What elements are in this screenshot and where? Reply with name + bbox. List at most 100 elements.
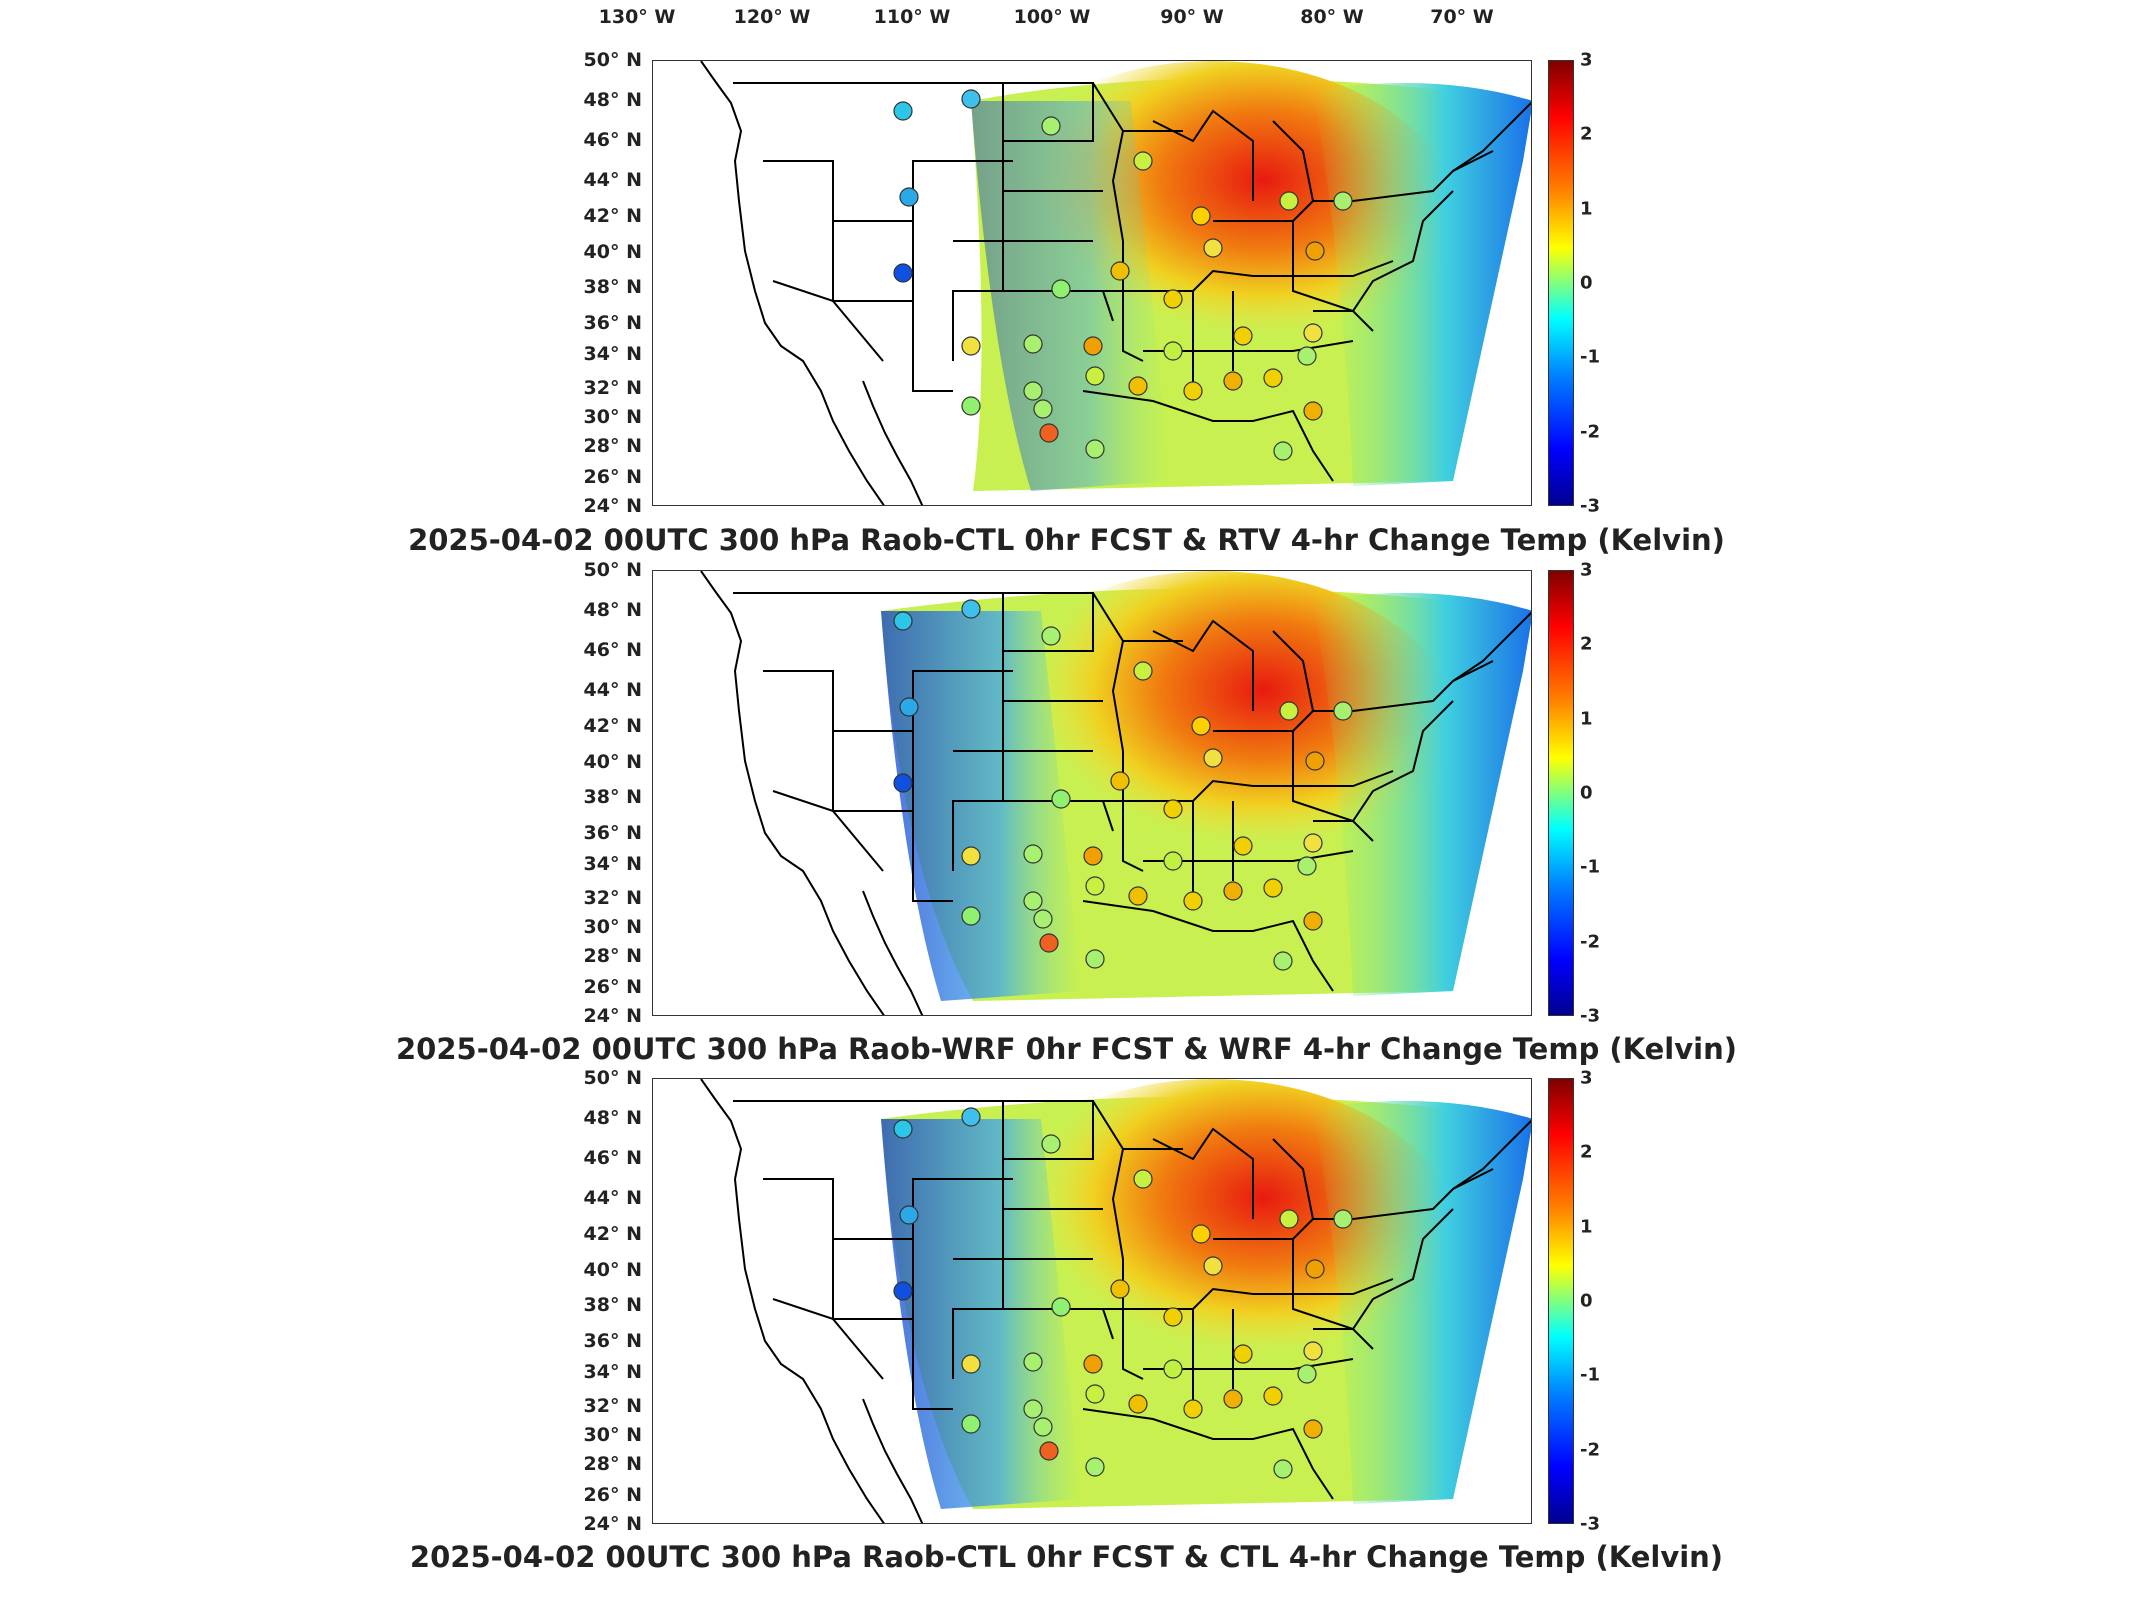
boundary-line: [1103, 779, 1254, 802]
latitude-label: 40° N: [583, 750, 642, 773]
boundary-line: [1003, 592, 1094, 652]
boundary-line: [1313, 1208, 1454, 1330]
raob-station-marker: [1297, 1364, 1317, 1384]
raob-station-marker: [899, 187, 919, 207]
raob-station-marker: [1273, 1459, 1293, 1479]
raob-station-marker: [1303, 833, 1323, 853]
boundary-line: [1452, 611, 1531, 682]
raob-station-marker: [1085, 876, 1105, 896]
latitude-label: 38° N: [583, 786, 642, 809]
colorbar-tick-label: -3: [1580, 1005, 1600, 1027]
raob-station-marker: [1033, 1417, 1053, 1437]
boundary-line: [700, 61, 885, 505]
cool-anomaly-region-east: [1313, 593, 1531, 996]
raob-station-marker: [1163, 289, 1183, 309]
boundary-line: [700, 571, 885, 1015]
boundary-line: [862, 890, 924, 1015]
raob-station-marker: [1110, 771, 1130, 791]
latitude-label: 46° N: [583, 1147, 642, 1170]
latitude-label: 28° N: [583, 1452, 642, 1475]
colorbar-tick-label: 1: [1580, 198, 1593, 220]
raob-station-marker: [961, 396, 981, 416]
raob-station-marker: [1223, 371, 1243, 391]
colorbar-tick-label: 3: [1580, 559, 1593, 581]
boundary-line: [1292, 731, 1374, 842]
latitude-label: 30° N: [583, 915, 642, 938]
raob-station-marker: [961, 336, 981, 356]
latitude-label: 46° N: [583, 639, 642, 662]
raob-station-marker: [1305, 241, 1325, 261]
raob-station-marker: [1233, 836, 1253, 856]
raob-station-marker: [1183, 891, 1203, 911]
colorbar-tick-label: 3: [1580, 49, 1593, 71]
raob-station-marker: [1128, 886, 1148, 906]
raob-station-marker: [1333, 1209, 1353, 1229]
latitude-label: 26° N: [583, 1484, 642, 1506]
raob-station-marker: [1051, 1297, 1071, 1317]
raob-station-marker: [1333, 191, 1353, 211]
raob-station-marker: [1110, 1279, 1130, 1299]
panel-title: 2025-04-02 00UTC 300 hPa Raob-CTL 0hr FC…: [408, 523, 1725, 557]
raob-station-marker: [1051, 789, 1071, 809]
raob-station-marker: [1128, 1394, 1148, 1414]
boundary-line: [1143, 1358, 1354, 1370]
colorbar-tick-label: -1: [1580, 346, 1600, 368]
colorbar-tick-label: -3: [1580, 1513, 1600, 1535]
raob-station-marker: [1203, 1256, 1223, 1276]
raob-station-marker: [1223, 1389, 1243, 1409]
raob-station-marker: [1023, 334, 1043, 354]
boundary-line: [772, 731, 834, 813]
raob-station-marker: [1041, 1134, 1061, 1154]
raob-station-marker: [1133, 661, 1153, 681]
colorbar-tick-label: 2: [1580, 123, 1593, 145]
raob-station-marker: [1163, 851, 1183, 871]
boundary-line: [733, 82, 1004, 222]
raob-station-marker: [1263, 878, 1283, 898]
latitude-label: 26° N: [583, 976, 642, 998]
boundary-line: [952, 1179, 1004, 1379]
latitude-label: 40° N: [583, 1258, 642, 1281]
raob-station-marker: [1263, 368, 1283, 388]
latitude-label: 34° N: [583, 853, 642, 876]
latitude-label: 48° N: [583, 599, 642, 622]
latitude-label: 32° N: [583, 376, 642, 399]
raob-station-marker: [1191, 206, 1211, 226]
raob-station-marker: [1273, 441, 1293, 461]
raob-station-marker: [1233, 326, 1253, 346]
raob-station-marker: [1297, 346, 1317, 366]
raob-station-marker: [1083, 336, 1103, 356]
boundary-line: [1272, 630, 1353, 712]
latitude-label: 24° N: [583, 1005, 642, 1027]
boundary-line: [833, 221, 914, 302]
latitude-label: 40° N: [583, 240, 642, 263]
boundary-line: [1292, 1239, 1374, 1350]
raob-station-marker: [1333, 701, 1353, 721]
raob-station-marker: [1133, 151, 1153, 171]
raob-station-marker: [1303, 1341, 1323, 1361]
raob-station-marker: [961, 1414, 981, 1434]
raob-station-marker: [1303, 1419, 1323, 1439]
colorbar-tick-label: 2: [1580, 1141, 1593, 1163]
raob-station-marker: [1191, 716, 1211, 736]
panel-title: 2025-04-02 00UTC 300 hPa Raob-WRF 0hr FC…: [395, 1032, 1737, 1066]
latitude-label: 50° N: [583, 49, 642, 71]
longitude-label: 100° W: [1013, 6, 1091, 28]
boundary-line: [1352, 1168, 1494, 1220]
raob-station-marker: [1263, 1386, 1283, 1406]
raob-station-marker: [1305, 751, 1325, 771]
boundary-line: [912, 301, 953, 392]
raob-station-marker: [1128, 376, 1148, 396]
raob-station-marker: [1083, 846, 1103, 866]
boundary-line: [832, 810, 884, 872]
colorbar-tick-label: -1: [1580, 856, 1600, 878]
raob-station-marker: [1023, 844, 1043, 864]
latitude-label: 38° N: [583, 1294, 642, 1317]
latitude-label: 30° N: [583, 405, 642, 428]
raob-station-marker: [899, 1205, 919, 1225]
latitude-label: 48° N: [583, 89, 642, 112]
boundary-line: [952, 161, 1004, 361]
raob-station-marker: [893, 1281, 913, 1301]
boundary-line: [1103, 1287, 1254, 1310]
raob-station-marker: [1297, 856, 1317, 876]
raob-station-marker: [961, 1354, 981, 1374]
